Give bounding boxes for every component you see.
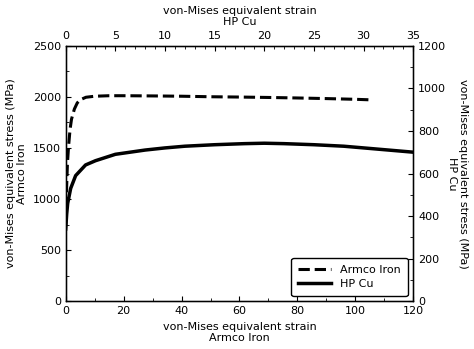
X-axis label: von-Mises equivalent strain
HP Cu: von-Mises equivalent strain HP Cu <box>163 6 316 27</box>
HP Cu <box>311 143 317 147</box>
HP Cu <box>341 144 346 148</box>
Armco Iron <box>150 94 155 98</box>
Armco Iron <box>179 94 184 98</box>
HP Cu <box>64 212 70 216</box>
Armco Iron <box>83 95 89 99</box>
Armco Iron <box>72 107 77 111</box>
Armco Iron <box>63 223 69 227</box>
Armco Iron <box>77 98 83 102</box>
HP Cu <box>73 173 79 178</box>
HP Cu <box>381 148 386 152</box>
HP Cu <box>212 143 218 147</box>
Y-axis label: von-Mises equivalent stress (MPa)
Armco Iron: von-Mises equivalent stress (MPa) Armco … <box>6 79 27 268</box>
HP Cu <box>82 163 88 167</box>
Armco Iron <box>106 94 112 98</box>
HP Cu <box>281 142 287 146</box>
Armco Iron <box>64 187 69 191</box>
Armco Iron <box>64 161 70 165</box>
HP Cu <box>182 144 188 148</box>
Armco Iron <box>294 96 300 100</box>
Line: HP Cu: HP Cu <box>66 143 413 229</box>
Legend: Armco Iron, HP Cu: Armco Iron, HP Cu <box>292 258 408 296</box>
Armco Iron <box>69 117 74 121</box>
HP Cu <box>68 186 73 191</box>
HP Cu <box>242 142 247 146</box>
Armco Iron <box>265 95 271 99</box>
HP Cu <box>162 146 168 150</box>
Armco Iron <box>367 98 373 102</box>
Armco Iron <box>121 94 127 98</box>
HP Cu <box>112 152 118 156</box>
Armco Iron <box>66 144 72 148</box>
Y-axis label: von-Mises equivalent stress (MPa)
HP Cu: von-Mises equivalent stress (MPa) HP Cu <box>447 79 468 268</box>
Armco Iron <box>237 95 242 99</box>
HP Cu <box>92 158 98 163</box>
Armco Iron <box>74 101 80 105</box>
HP Cu <box>361 146 366 150</box>
HP Cu <box>262 141 267 145</box>
HP Cu <box>142 148 148 152</box>
Armco Iron <box>324 96 329 101</box>
HP Cu <box>63 227 69 231</box>
Armco Iron <box>92 94 98 98</box>
X-axis label: von-Mises equivalent strain
Armco Iron: von-Mises equivalent strain Armco Iron <box>163 322 316 343</box>
HP Cu <box>410 150 416 154</box>
Armco Iron <box>208 95 213 99</box>
Armco Iron <box>353 97 358 102</box>
Armco Iron <box>67 127 73 132</box>
HP Cu <box>65 201 71 206</box>
Line: Armco Iron: Armco Iron <box>66 96 370 225</box>
